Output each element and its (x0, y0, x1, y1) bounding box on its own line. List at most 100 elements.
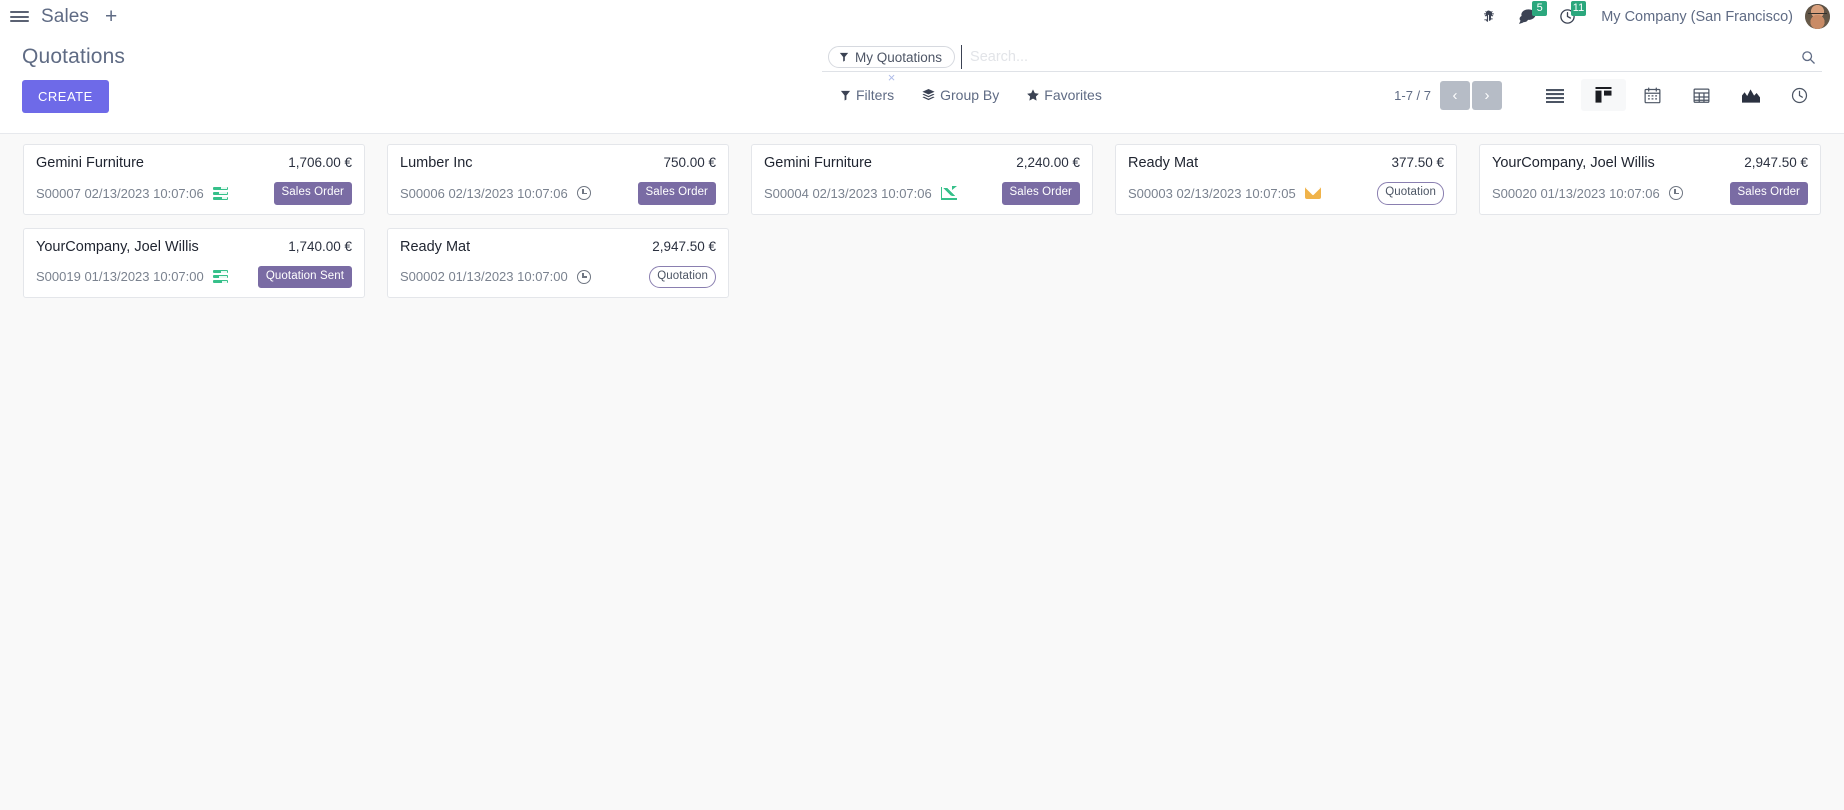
kanban-card-meta: S00002 01/13/2023 10:07:00 (400, 269, 591, 284)
control-panel-right: My Quotations × (822, 33, 1822, 111)
activity-count-badge: 11 (1570, 1, 1587, 16)
filters-label: Filters (856, 87, 895, 103)
kanban-card-meta: S00006 02/13/2023 10:07:06 (400, 186, 591, 201)
status-badge: Sales Order (1001, 182, 1080, 205)
layers-icon (922, 89, 935, 101)
mail-orange-icon (1304, 187, 1321, 200)
filter-icon (839, 52, 849, 62)
star-icon (1027, 89, 1040, 101)
search-input[interactable] (961, 45, 1795, 69)
view-button-kanban[interactable] (1581, 79, 1626, 111)
kanban-grid: Gemini Furniture 1,706.00 € S00007 02/13/2… (12, 144, 1832, 311)
kanban-card-footer: S00007 02/13/2023 10:07:06 Sales Order (36, 182, 352, 205)
status-badge: Sales Order (1729, 182, 1808, 205)
graph-green-icon (940, 185, 957, 200)
navbar-left: Sales + (10, 6, 123, 28)
status-badge: Sales Order (637, 182, 716, 205)
kanban-column-slot: Ready Mat 2,947.50 € S00002 01/13/2023 10:… (376, 227, 740, 312)
view-switcher (1532, 79, 1822, 111)
view-button-activity[interactable] (1777, 79, 1822, 111)
kanban-card-customer: Lumber Inc (400, 155, 473, 171)
group-by-label: Group By (940, 87, 1000, 103)
favorites-dropdown[interactable]: Favorites (1015, 83, 1118, 107)
search-options-row: Filters Group By (822, 79, 1822, 111)
avatar-image (1805, 4, 1830, 29)
kanban-column-slot: YourCompany, Joel Willis 2,947.50 € S00020… (1468, 144, 1832, 228)
kanban-card[interactable]: Ready Mat 377.50 € S00003 02/13/2023 10:07… (1115, 144, 1457, 215)
kanban-column-slot: YourCompany, Joel Willis 1,740.00 € S00019… (12, 227, 376, 312)
messages-icon[interactable]: 5 (1507, 0, 1548, 33)
kanban-card-amount: 1,706.00 € (288, 155, 352, 170)
page-title: Quotations (22, 45, 126, 68)
kanban-card-meta: S00003 02/13/2023 10:07:05 (1128, 186, 1321, 201)
kanban-card-header: Gemini Furniture 2,240.00 € (764, 155, 1080, 171)
kanban-card-reference-datetime: S00003 02/13/2023 10:07:05 (1128, 185, 1296, 201)
kanban-card-customer: Ready Mat (1128, 155, 1199, 171)
control-panel-row: Quotations CREATE My Quotations × (0, 33, 1844, 113)
kanban-card[interactable]: YourCompany, Joel Willis 1,740.00 € S00019… (23, 227, 365, 298)
kanban-card-customer: YourCompany, Joel Willis (36, 238, 199, 255)
kanban-column-slot: Gemini Furniture 2,240.00 € S00004 02/13/2… (740, 144, 1104, 228)
kanban-card-meta: S00019 01/13/2023 10:07:00 (36, 269, 228, 284)
kanban-card-amount: 377.50 € (1391, 155, 1444, 170)
kanban-card[interactable]: Lumber Inc 750.00 € S00006 02/13/2023 10:0… (387, 144, 729, 215)
group-by-dropdown[interactable]: Group By (910, 83, 1015, 107)
burger-menu-icon[interactable] (10, 9, 29, 24)
kanban-card-reference-datetime: S00004 02/13/2023 10:07:06 (764, 185, 932, 201)
kanban-card-meta: S00004 02/13/2023 10:07:06 (764, 185, 957, 201)
avatar-glasses (1808, 13, 1827, 18)
kanban-card-reference-datetime: S00002 01/13/2023 10:07:00 (400, 269, 568, 285)
kanban-card-amount: 750.00 € (663, 155, 716, 170)
app-brand-sales[interactable]: Sales (41, 5, 90, 27)
clock-icon (1668, 186, 1683, 201)
top-navbar: Sales + 5 11 My Company (San Francisco) (0, 0, 1844, 33)
kanban-column-slot: Ready Mat 377.50 € S00003 02/13/2023 10:07… (1104, 144, 1468, 228)
bug-icon[interactable] (1470, 0, 1507, 33)
kanban-card-reference-datetime: S00007 02/13/2023 10:07:06 (36, 185, 204, 201)
kanban-card-reference-datetime: S00019 01/13/2023 10:07:00 (36, 269, 204, 285)
kanban-card[interactable]: Gemini Furniture 2,240.00 € S00004 02/13/2… (751, 144, 1093, 215)
search-facet-label: My Quotations (855, 49, 943, 65)
search-bar[interactable]: My Quotations × (822, 43, 1822, 84)
filter-icon (840, 90, 851, 101)
clock-icon (576, 186, 591, 201)
kanban-card[interactable]: YourCompany, Joel Willis 2,947.50 € S00020… (1479, 144, 1821, 215)
kanban-card-meta: S00007 02/13/2023 10:07:06 (36, 186, 228, 201)
kanban-card-footer: S00019 01/13/2023 10:07:00 Quotation Sent (36, 265, 352, 288)
search-facet-remove-icon[interactable]: × (887, 70, 896, 85)
kanban-card[interactable]: Gemini Furniture 1,706.00 € S00007 02/13/2… (23, 144, 365, 215)
kanban-card-header: Ready Mat 2,947.50 € (400, 239, 716, 255)
kanban-card-header: Ready Mat 377.50 € (1128, 155, 1444, 171)
kanban-card-amount: 1,740.00 € (288, 238, 352, 254)
view-button-list[interactable] (1532, 79, 1577, 111)
kanban-card-footer: S00006 02/13/2023 10:07:06 Sales Order (400, 182, 716, 205)
search-icon[interactable] (1795, 50, 1822, 65)
view-button-pivot[interactable] (1679, 79, 1724, 111)
kanban-card-footer: S00004 02/13/2023 10:07:06 Sales Order (764, 182, 1080, 205)
clock-activity-icon[interactable]: 11 (1548, 0, 1587, 33)
kanban-card-amount: 2,947.50 € (652, 238, 716, 254)
pager-range[interactable]: 1-7 / 7 (1394, 87, 1431, 103)
view-button-graph[interactable] (1728, 79, 1773, 111)
pager-next-button[interactable]: › (1472, 80, 1502, 110)
view-button-calendar[interactable] (1630, 79, 1675, 111)
favorites-label: Favorites (1044, 87, 1102, 103)
kanban-column-slot: Gemini Furniture 1,706.00 € S00007 02/13/2… (12, 144, 376, 228)
new-record-plus-icon[interactable]: + (105, 5, 118, 28)
kanban-card-amount: 2,947.50 € (1744, 155, 1808, 170)
kanban-card-header: Gemini Furniture 1,706.00 € (36, 155, 352, 171)
pager-previous-button[interactable]: ‹ (1440, 80, 1470, 110)
kanban-card-customer: Ready Mat (400, 238, 471, 255)
kanban-card-header: Lumber Inc 750.00 € (400, 155, 716, 171)
status-badge: Sales Order (273, 182, 352, 205)
avatar[interactable] (1805, 4, 1830, 29)
create-button[interactable]: CREATE (22, 80, 109, 113)
kanban-card-footer: S00003 02/13/2023 10:07:05 Quotation (1128, 182, 1444, 205)
search-facet-my-quotations[interactable]: My Quotations × (828, 46, 956, 84)
kanban-card-amount: 2,240.00 € (1016, 155, 1080, 170)
filters-dropdown[interactable]: Filters (828, 83, 910, 107)
kanban-card-header: YourCompany, Joel Willis 1,740.00 € (36, 239, 352, 255)
kanban-card[interactable]: Ready Mat 2,947.50 € S00002 01/13/2023 10:… (387, 227, 729, 298)
kanban-column-slot: Lumber Inc 750.00 € S00006 02/13/2023 10:0… (376, 144, 740, 228)
company-switcher[interactable]: My Company (San Francisco) (1601, 8, 1793, 25)
